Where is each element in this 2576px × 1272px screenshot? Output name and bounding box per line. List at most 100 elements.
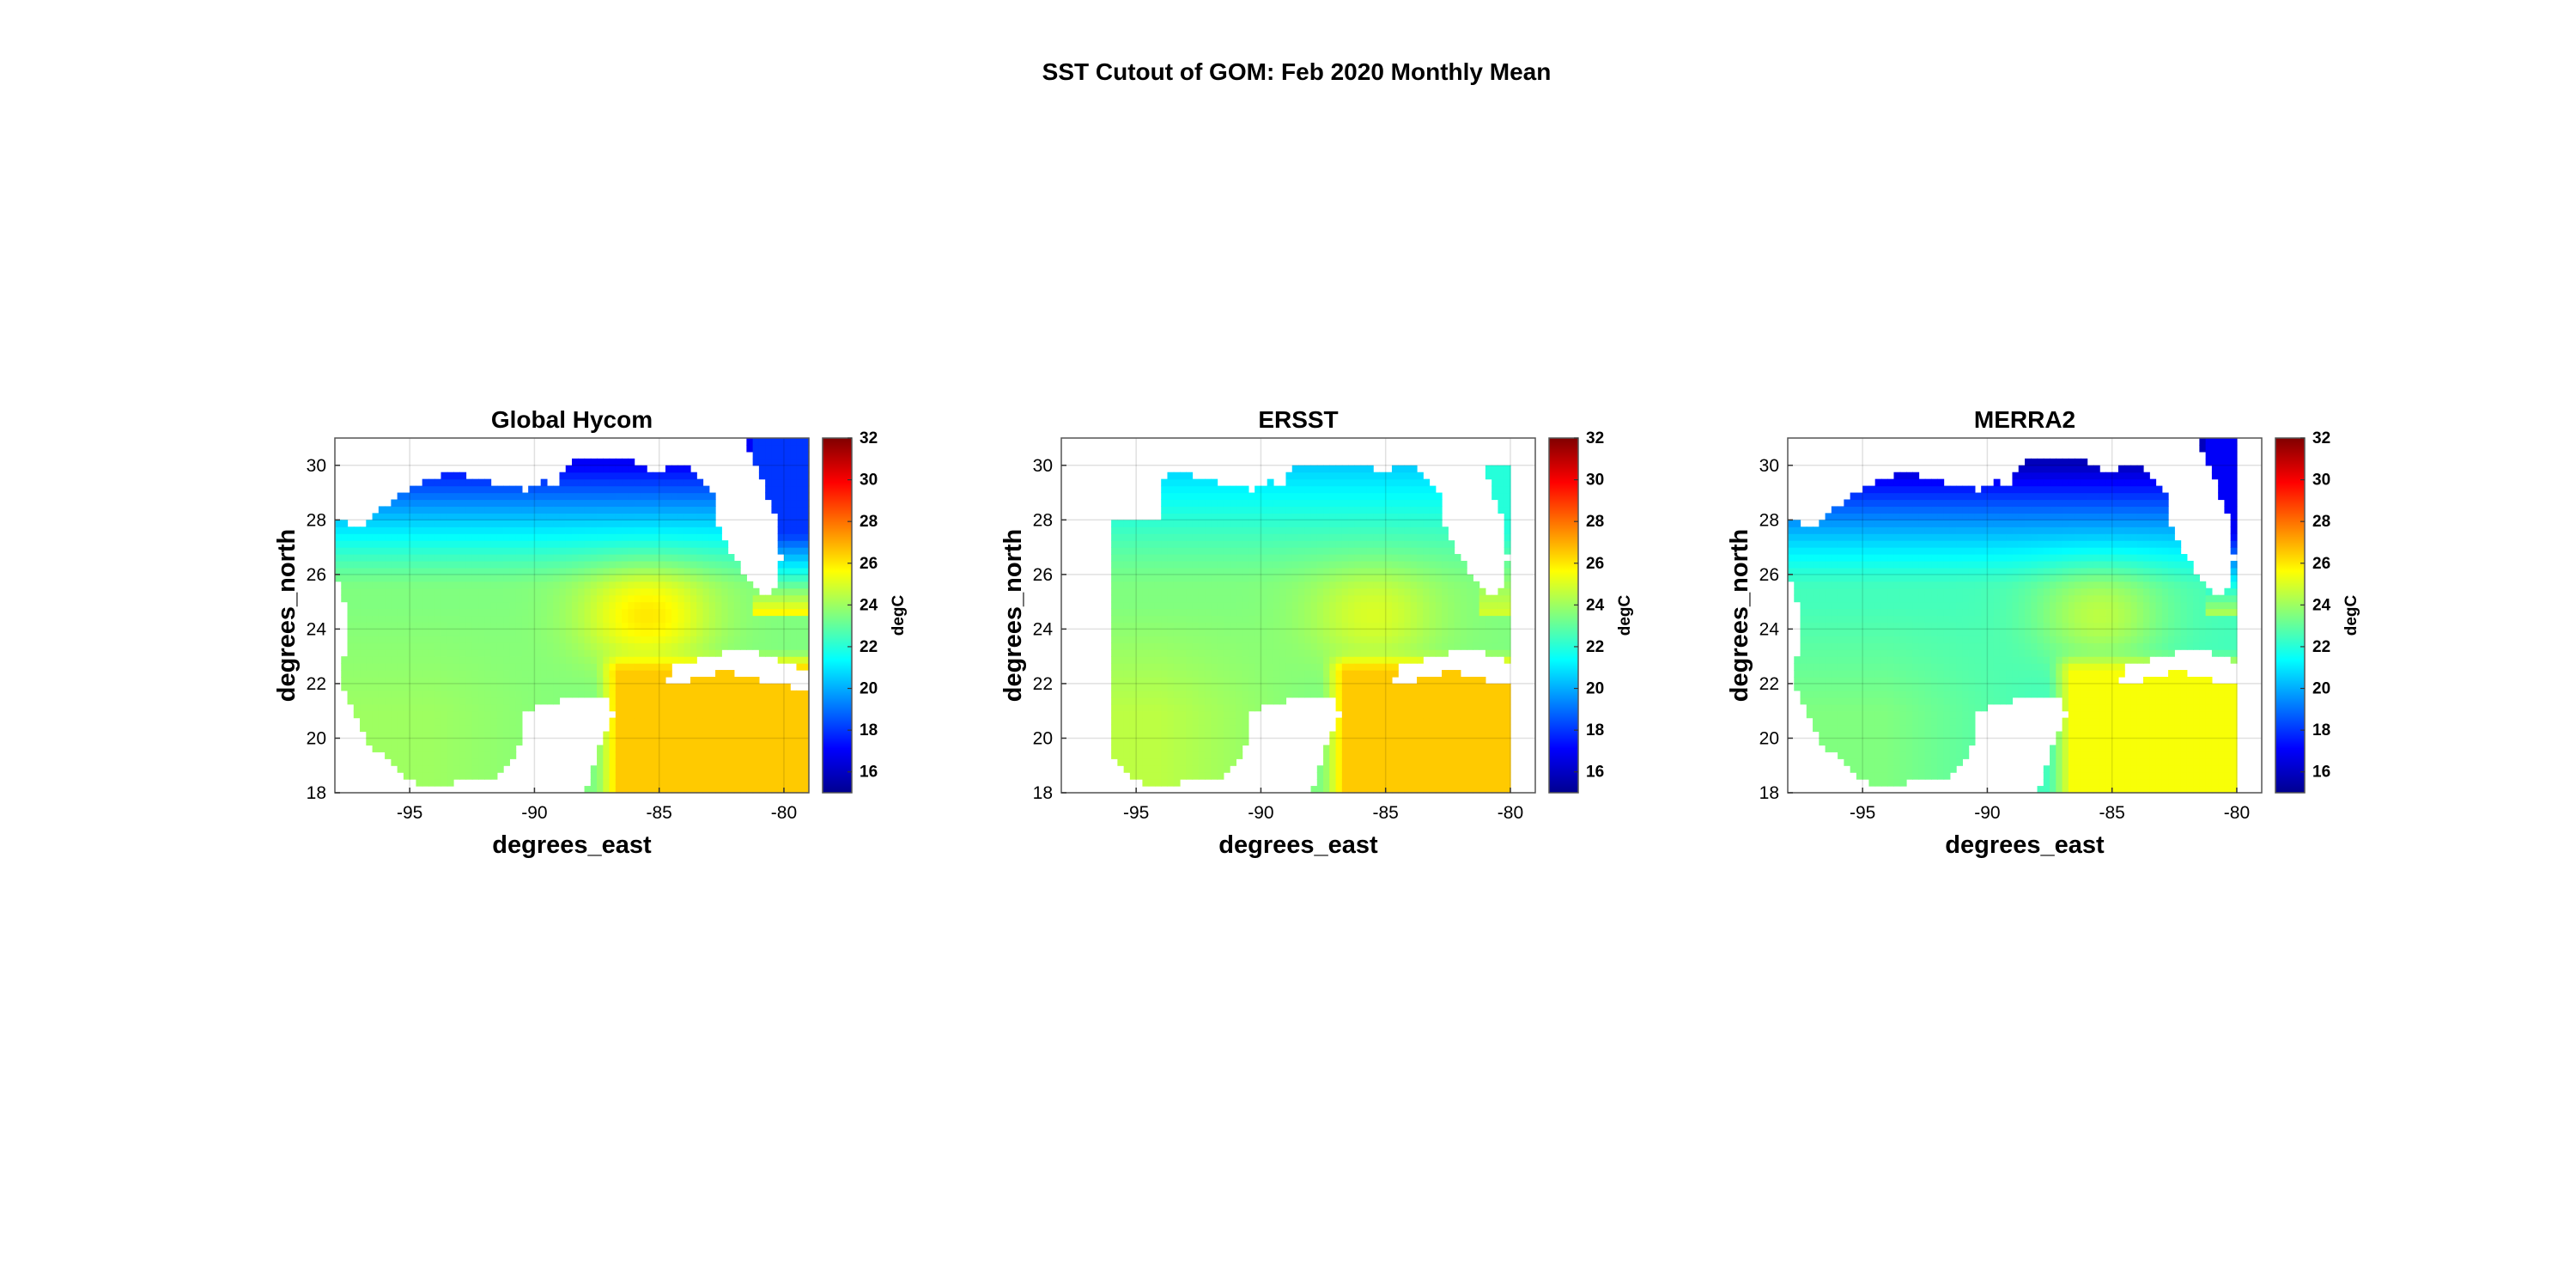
sst-cell xyxy=(783,717,791,726)
sst-cell xyxy=(397,615,404,624)
sst-cell xyxy=(802,758,810,766)
sst-cell xyxy=(428,656,435,664)
sst-cell xyxy=(1136,690,1144,698)
sst-cell xyxy=(1341,520,1349,527)
sst-cell xyxy=(783,752,791,759)
sst-cell xyxy=(634,629,641,636)
sst-cell xyxy=(478,540,485,548)
sst-cell xyxy=(708,676,716,685)
sst-cell xyxy=(802,622,810,630)
sst-cell xyxy=(609,717,617,726)
sst-cell xyxy=(490,758,498,766)
sst-cell xyxy=(515,649,523,657)
sst-cell xyxy=(1304,690,1312,698)
sst-cell xyxy=(465,663,473,671)
sst-cell xyxy=(465,765,473,773)
sst-cell xyxy=(347,615,355,624)
sst-cell xyxy=(715,710,722,719)
sst-cell xyxy=(378,629,386,636)
sst-cell xyxy=(1298,676,1305,685)
sst-cell xyxy=(783,779,791,787)
sst-cell xyxy=(733,731,741,739)
sst-cell xyxy=(733,758,741,766)
sst-cell xyxy=(509,526,517,534)
sst-cell xyxy=(459,738,467,746)
sst-cell xyxy=(434,697,442,705)
sst-cell xyxy=(721,717,729,726)
sst-cell xyxy=(1360,697,1368,705)
sst-cell xyxy=(440,567,448,575)
sst-cell xyxy=(372,622,380,630)
sst-cell xyxy=(752,615,760,624)
sst-cell xyxy=(777,642,785,650)
sst-cell xyxy=(540,656,548,664)
sst-cell xyxy=(708,710,716,719)
sst-cell xyxy=(802,772,810,780)
sst-cell xyxy=(391,670,398,678)
sst-cell xyxy=(1335,758,1343,766)
sst-cell xyxy=(534,608,542,617)
sst-cell xyxy=(777,601,785,610)
sst-cell xyxy=(702,758,710,766)
sst-cell xyxy=(478,649,485,657)
sst-cell xyxy=(1335,717,1343,726)
sst-cell xyxy=(534,547,542,555)
sst-cell xyxy=(1136,587,1144,596)
sst-cell xyxy=(1373,636,1381,643)
sst-cell xyxy=(802,587,810,596)
sst-cell xyxy=(378,587,386,596)
sst-cell xyxy=(603,533,611,541)
sst-cell xyxy=(1291,649,1299,657)
sst-cell xyxy=(1335,786,1343,794)
sst-cell xyxy=(503,663,510,671)
sst-cell xyxy=(1136,642,1144,650)
sst-cell xyxy=(1373,765,1381,773)
sst-cell xyxy=(540,526,548,534)
sst-cell xyxy=(1211,587,1218,596)
sst-cell xyxy=(1404,629,1412,636)
sst-cell xyxy=(790,438,798,446)
sst-cell xyxy=(1329,560,1337,569)
sst-cell xyxy=(777,724,785,733)
sst-cell xyxy=(1310,472,1318,480)
sst-cell xyxy=(1211,703,1218,712)
sst-cell xyxy=(702,765,710,773)
sst-cell xyxy=(740,779,747,787)
sst-cell xyxy=(1161,642,1169,650)
sst-cell xyxy=(622,615,629,624)
sst-cell xyxy=(347,656,355,664)
sst-cell xyxy=(1348,717,1355,726)
sst-cell xyxy=(1180,601,1187,610)
sst-cell xyxy=(1205,513,1212,520)
sst-cell xyxy=(1186,547,1194,555)
sst-cell xyxy=(372,574,380,582)
sst-cell xyxy=(1129,636,1137,643)
sst-cell xyxy=(515,629,523,636)
sst-cell xyxy=(515,608,523,617)
sst-cell xyxy=(1329,779,1337,787)
sst-cell xyxy=(515,717,523,726)
sst-cell xyxy=(509,710,517,719)
sst-cell xyxy=(422,587,429,596)
sst-cell xyxy=(465,574,473,582)
sst-cell xyxy=(796,615,804,624)
sst-cell xyxy=(565,478,573,487)
sst-cell xyxy=(790,506,798,514)
sst-cell xyxy=(1161,649,1169,657)
sst-cell xyxy=(578,499,586,508)
sst-cell xyxy=(1180,513,1187,520)
sst-cell xyxy=(391,690,398,698)
sst-cell xyxy=(1142,540,1150,548)
sst-cell xyxy=(496,642,504,650)
sst-cell xyxy=(459,615,467,624)
sst-cell xyxy=(1354,710,1362,719)
sst-cell xyxy=(1192,492,1200,501)
sst-cell xyxy=(1323,601,1330,610)
sst-cell xyxy=(465,731,473,739)
sst-cell xyxy=(490,724,498,733)
sst-cell xyxy=(758,438,766,446)
sst-cell xyxy=(1223,499,1230,508)
sst-cell xyxy=(733,697,741,705)
sst-cell xyxy=(1329,690,1337,698)
sst-cell xyxy=(777,581,785,589)
